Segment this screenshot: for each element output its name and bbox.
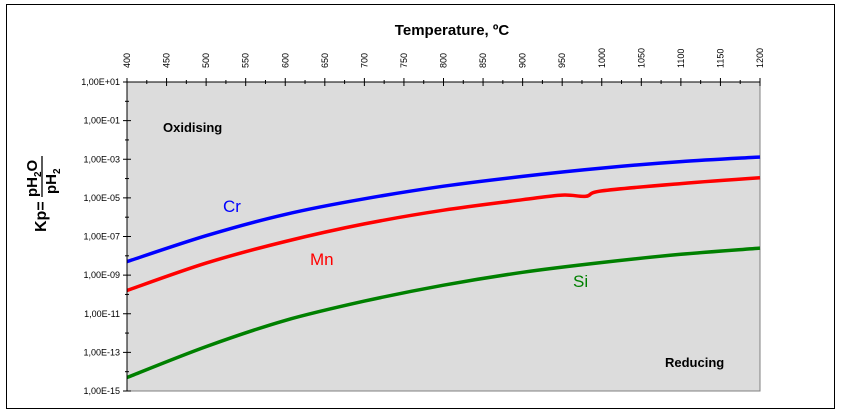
ylabel-numerator-sub: 2 <box>33 171 44 177</box>
y-tick-label: 1,00E-05 <box>83 193 120 203</box>
y-tick-label: 1,00E-09 <box>83 270 120 280</box>
x-tick-label: 700 <box>359 53 369 68</box>
x-tick-label: 650 <box>320 53 330 68</box>
oxidising-label: Oxidising <box>163 120 222 135</box>
x-tick-label: 900 <box>518 53 528 68</box>
y-tick-label: 1,00E+01 <box>81 77 120 87</box>
series-label-mn: Mn <box>310 250 334 269</box>
svg-text:Kp=: Kp= <box>33 201 50 232</box>
y-tick-label: 1,00E-01 <box>83 116 120 126</box>
svg-text:pH2: pH2 <box>43 168 63 194</box>
x-tick-label: 400 <box>122 53 132 68</box>
x-tick-label: 1050 <box>636 48 646 68</box>
ylabel-denominator: pH <box>43 174 60 194</box>
x-tick-label: 600 <box>280 53 290 68</box>
y-tick-label: 1,00E-13 <box>83 347 120 357</box>
reducing-label: Reducing <box>665 355 724 370</box>
x-tick-label: 1000 <box>597 48 607 68</box>
series-line-cr <box>126 155 761 264</box>
x-tick-label: 1150 <box>715 49 725 68</box>
x-tick-label: 1100 <box>676 49 686 68</box>
y-tick-label: 1,00E-07 <box>83 232 120 242</box>
y-tick-label: 1,00E-03 <box>83 154 120 164</box>
y-tick-label: 1,00E-15 <box>83 386 120 396</box>
series-label-cr: Cr <box>223 197 241 216</box>
y-tick-label: 1,00E-11 <box>84 309 120 319</box>
x-tick-label: 500 <box>201 53 211 68</box>
ylabel-numerator: pH <box>24 177 41 197</box>
x-tick-label: 950 <box>557 53 567 68</box>
x-tick-label: 850 <box>478 53 488 68</box>
x-tick-label: 750 <box>399 53 409 68</box>
x-tick-label: 1200 <box>755 48 765 68</box>
series-label-si: Si <box>573 272 588 291</box>
series-line-mn <box>126 176 761 293</box>
chart-title: Temperature, ºC <box>395 22 510 39</box>
x-tick-label: 450 <box>162 53 172 68</box>
ylabel-numerator-tail: O <box>24 159 41 171</box>
plot-area <box>126 81 761 392</box>
y-axis-label: Kp= pH2O pH2 <box>24 156 63 232</box>
ylabel-denominator-sub: 2 <box>52 168 63 174</box>
svg-text:pH2O: pH2O <box>24 159 44 197</box>
x-tick-label: 550 <box>241 53 251 68</box>
series-line-si <box>126 246 761 380</box>
ylabel-prefix: Kp= <box>33 201 50 232</box>
x-tick-label: 800 <box>439 53 449 68</box>
